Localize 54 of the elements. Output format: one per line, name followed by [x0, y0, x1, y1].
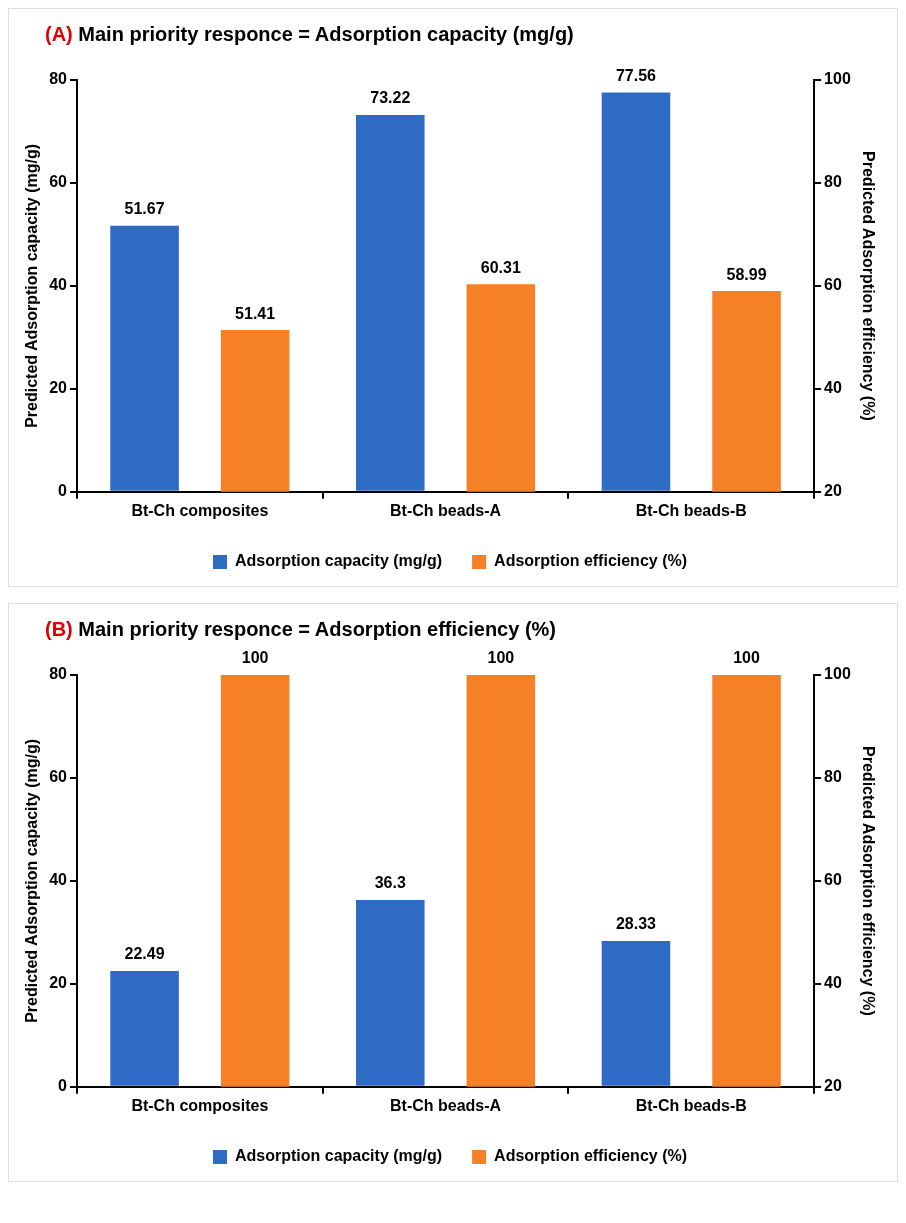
- y-tick-label: 0: [58, 482, 68, 500]
- y2-tick-label: 20: [824, 482, 842, 500]
- x-tick-label: Bt-Ch beads-B: [635, 501, 747, 519]
- y2-tick-label: 80: [824, 173, 842, 191]
- x-tick-label: Bt-Ch composites: [131, 1096, 269, 1114]
- data-label: 51.67: [124, 200, 165, 218]
- y2-tick-label: 60: [824, 276, 842, 294]
- bar: [601, 92, 671, 491]
- data-label: 100: [733, 649, 760, 667]
- y-tick-label: 20: [49, 974, 68, 992]
- y2-tick-label: 80: [824, 768, 842, 786]
- y2-tick-label: 100: [824, 665, 851, 683]
- x-tick-label: Bt-Ch beads-A: [390, 1096, 502, 1114]
- x-tick-label: Bt-Ch beads-B: [635, 1096, 747, 1114]
- bar: [355, 114, 425, 491]
- data-label: 60.31: [480, 258, 521, 276]
- data-label: 100: [487, 649, 515, 667]
- y-tick-label: 20: [49, 379, 68, 397]
- y-tick-label: 40: [49, 276, 68, 294]
- legend-label: Adsorption efficiency (%): [494, 1147, 688, 1165]
- y2-axis-title: Predicted Adsorption efficiency (%): [859, 746, 877, 1016]
- data-label: 28.33: [615, 915, 657, 933]
- y-axis-title: Predicted Adsorption capacity (mg/g): [23, 738, 41, 1023]
- bar: [355, 899, 425, 1086]
- y-tick-label: 60: [49, 173, 68, 191]
- bar: [110, 971, 179, 1086]
- y-tick-label: 40: [49, 871, 68, 889]
- y-tick-label: 80: [49, 665, 68, 683]
- y-tick-label: 80: [49, 70, 68, 88]
- x-tick-label: Bt-Ch beads-A: [390, 501, 502, 519]
- data-label: 73.22: [370, 89, 411, 107]
- legend-label: Adsorption efficiency (%): [494, 552, 688, 570]
- chart-title: (B) Main priority responce = Adsorption efficiency (%): [45, 618, 556, 640]
- data-label: 51.41: [235, 304, 276, 322]
- bar: [601, 940, 671, 1086]
- data-label: 36.3: [374, 874, 406, 892]
- data-label: 22.49: [124, 945, 165, 963]
- y2-tick-label: 40: [824, 974, 842, 992]
- y-tick-label: 0: [58, 1077, 68, 1095]
- data-label: 77.56: [615, 66, 657, 84]
- legend-label: Adsorption capacity (mg/g): [234, 1147, 443, 1165]
- data-label: 58.99: [726, 265, 767, 283]
- y2-tick-label: 60: [824, 871, 842, 889]
- y2-tick-label: 20: [824, 1077, 842, 1095]
- chart-title: (A) Main priority responce = Adsorption capacity (mg/g): [45, 23, 574, 45]
- y-tick-label: 60: [49, 768, 68, 786]
- y-axis-title: Predicted Adsorption capacity (mg/g): [23, 143, 41, 428]
- bar: [110, 225, 179, 491]
- y2-tick-label: 100: [824, 70, 851, 88]
- y2-axis-title: Predicted Adsorption efficiency (%): [859, 151, 877, 421]
- data-label: 100: [241, 649, 269, 667]
- legend-label: Adsorption capacity (mg/g): [234, 552, 443, 570]
- y2-tick-label: 40: [824, 379, 842, 397]
- x-tick-label: Bt-Ch composites: [131, 501, 269, 519]
